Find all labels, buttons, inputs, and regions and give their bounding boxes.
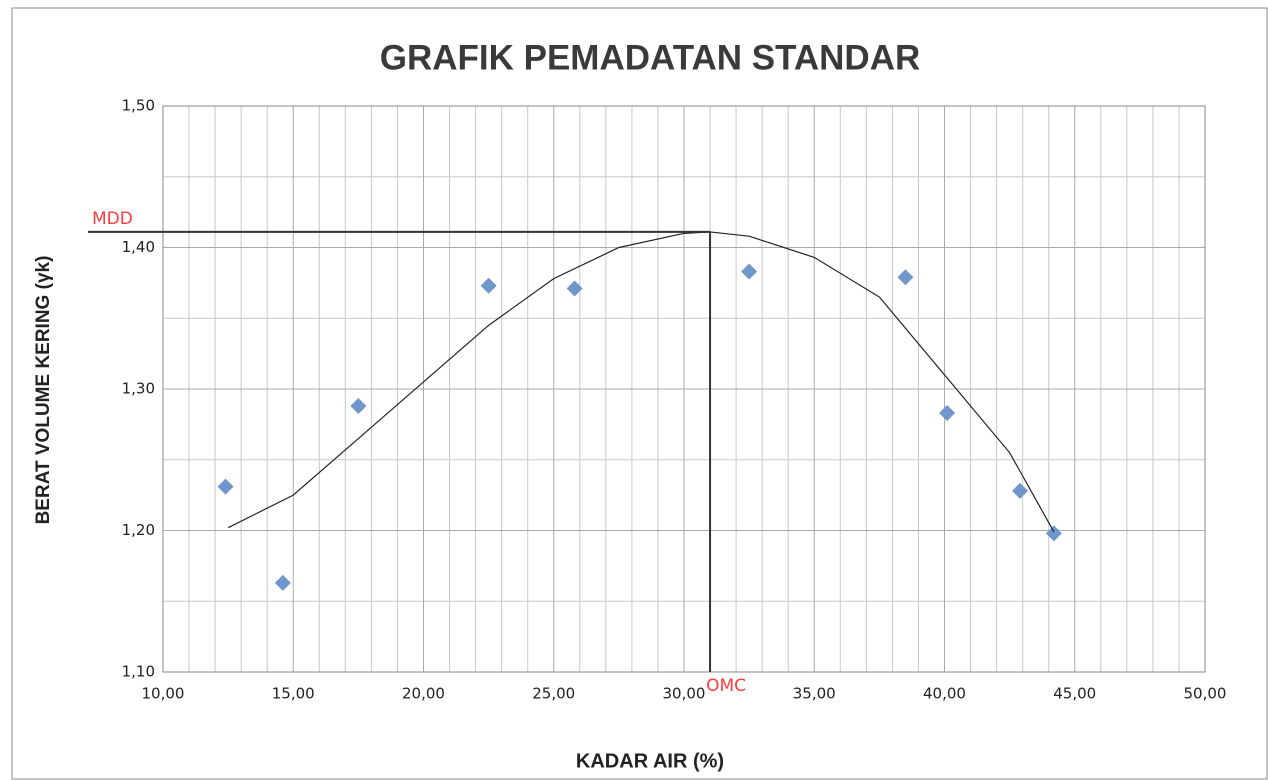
y-tick-label: 1,50 [122, 97, 155, 115]
y-tick-label: 1,10 [122, 663, 155, 681]
y-tick-label: 1,20 [122, 521, 155, 539]
chart-border [11, 7, 1268, 780]
y-tick-label: 1,40 [122, 238, 155, 256]
x-tick-label: 45,00 [1053, 685, 1096, 703]
x-tick-label: 25,00 [532, 685, 575, 703]
data-point [217, 478, 234, 495]
data-point [1045, 525, 1062, 542]
chart-title: GRAFIK PEMADATAN STANDAR [380, 38, 921, 77]
plot-area [162, 105, 1206, 673]
data-point [566, 280, 583, 297]
data-point [274, 574, 291, 591]
data-point [939, 405, 956, 422]
x-tick-label: 10,00 [142, 685, 185, 703]
x-tick-label: 30,00 [663, 685, 706, 703]
data-point [897, 269, 914, 286]
omc-label: OMC [706, 676, 746, 696]
data-point [350, 397, 367, 414]
trend-line [227, 231, 1055, 533]
data-point [480, 277, 497, 294]
data-point [741, 263, 758, 280]
x-tick-label: 50,00 [1184, 685, 1227, 703]
y-tick-label: 1,30 [122, 380, 155, 398]
x-tick-label: 20,00 [402, 685, 445, 703]
x-axis-label: KADAR AIR (%) [576, 750, 724, 772]
y-axis-label: BERAT VOLUME KERING (γk) [33, 256, 54, 525]
mdd-label: MDD [92, 209, 133, 229]
data-point [1012, 482, 1029, 499]
x-tick-label: 35,00 [793, 685, 836, 703]
x-tick-label: 15,00 [272, 685, 315, 703]
x-tick-label: 40,00 [923, 685, 966, 703]
